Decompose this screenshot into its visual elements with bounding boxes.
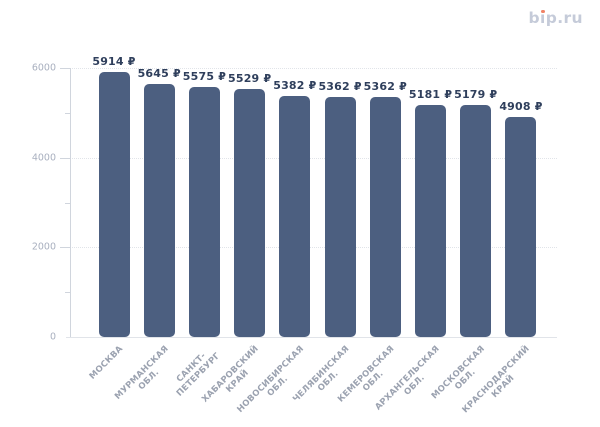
x-axis-label-line: МОСКВА bbox=[87, 344, 126, 382]
logo-i-dot-icon bbox=[541, 9, 545, 14]
bar[interactable] bbox=[415, 104, 447, 337]
bar[interactable] bbox=[143, 83, 175, 337]
y-axis-label: 4000 bbox=[31, 152, 56, 164]
y-axis-minor-tick bbox=[65, 112, 70, 114]
y-axis-label: 0 bbox=[49, 331, 56, 343]
y-axis-major-tick bbox=[60, 68, 70, 69]
y-axis-minor-tick bbox=[65, 202, 70, 204]
bar-value-label: 5575 ₽ bbox=[182, 70, 227, 84]
bar-value-label: 5529 ₽ bbox=[228, 72, 272, 86]
bar-value-label: 5179 ₽ bbox=[454, 87, 498, 101]
y-axis-label: 6000 bbox=[31, 62, 56, 74]
gridline bbox=[70, 157, 557, 159]
bar[interactable] bbox=[324, 96, 356, 337]
x-axis-line bbox=[66, 337, 557, 338]
bar-value-label: 5645 ₽ bbox=[137, 66, 181, 80]
gridline bbox=[70, 68, 557, 69]
bar-value-label: 5914 ₽ bbox=[92, 54, 136, 68]
logo-letter-i: ı bbox=[540, 9, 546, 27]
bar-value-label: 5181 ₽ bbox=[408, 87, 453, 101]
bip-logo[interactable]: bı p.ru bbox=[529, 9, 583, 27]
y-axis-label: 2000 bbox=[31, 241, 56, 253]
bar-value-label: 5382 ₽ bbox=[273, 78, 317, 92]
bar[interactable] bbox=[369, 96, 401, 337]
bar[interactable] bbox=[98, 71, 130, 337]
x-axis-label: МОСКВА bbox=[87, 344, 125, 382]
bar[interactable] bbox=[460, 104, 492, 337]
bar-value-label: 4908 ₽ bbox=[499, 99, 543, 113]
gridline bbox=[70, 247, 557, 249]
bar[interactable] bbox=[505, 116, 537, 337]
bar[interactable] bbox=[188, 87, 220, 337]
bar[interactable] bbox=[279, 95, 311, 337]
y-axis-major-tick bbox=[60, 247, 70, 249]
logo-i-base: ı bbox=[540, 9, 546, 27]
y-axis-line bbox=[70, 68, 71, 337]
bar-value-label: 5362 ₽ bbox=[363, 79, 407, 93]
y-axis-minor-tick bbox=[65, 292, 70, 294]
y-axis-major-tick bbox=[60, 157, 70, 159]
logo-text-after-i: p.ru bbox=[545, 9, 583, 27]
bar-value-label: 5362 ₽ bbox=[318, 79, 362, 93]
logo-text-before-i: b bbox=[528, 9, 541, 27]
bar[interactable] bbox=[234, 89, 266, 337]
